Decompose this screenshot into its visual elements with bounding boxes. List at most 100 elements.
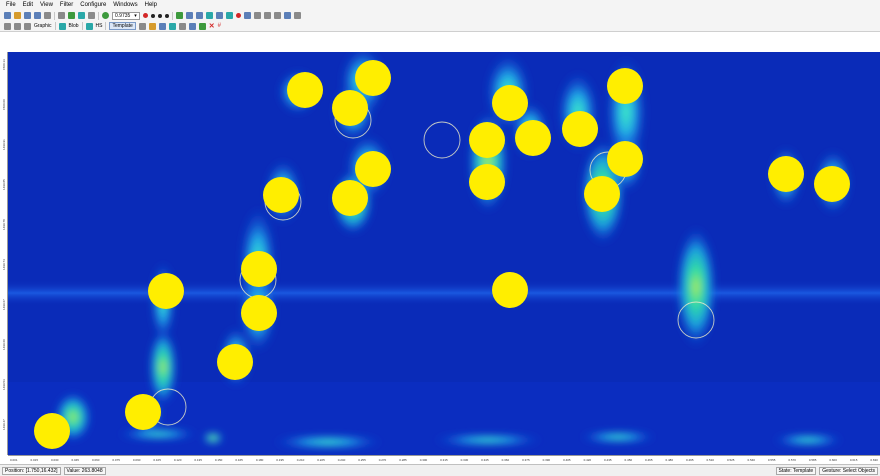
peak-marker[interactable] <box>469 122 505 158</box>
peak-marker[interactable] <box>607 68 643 104</box>
peak-marker[interactable] <box>332 90 368 126</box>
y-tick: 1499.74 <box>2 259 6 270</box>
x-tick: 0.001 <box>10 458 18 462</box>
polygon-icon[interactable] <box>138 22 146 30</box>
peak-marker[interactable] <box>355 60 391 96</box>
view-combo[interactable]: 0.9735 ▾ <box>112 11 140 20</box>
table-icon[interactable] <box>195 12 203 19</box>
contour-icon[interactable] <box>24 22 31 30</box>
sum-icon[interactable] <box>273 12 281 19</box>
peak-marker[interactable] <box>515 120 551 156</box>
import-icon[interactable] <box>225 12 233 19</box>
y-tick: 1499.91 <box>2 139 6 150</box>
link-icon[interactable] <box>178 22 186 30</box>
peak-marker[interactable] <box>34 413 70 449</box>
x-tick: 0.420 <box>583 458 592 462</box>
peak-marker[interactable] <box>469 164 505 200</box>
tools-icon[interactable] <box>293 12 301 19</box>
grid-icon[interactable] <box>185 12 193 19</box>
save-all-icon[interactable] <box>34 12 41 19</box>
magnifier-icon[interactable] <box>4 22 11 30</box>
y-axis: 1500.13 1500.00 1499.91 1499.85 1499.78 … <box>0 52 8 455</box>
paste-icon[interactable] <box>198 22 206 30</box>
copy-icon[interactable] <box>188 22 196 30</box>
open-icon[interactable] <box>14 12 21 19</box>
y-tick: 1499.47 <box>2 419 6 430</box>
text-tool-icon[interactable] <box>14 22 21 30</box>
peak-marker[interactable] <box>217 344 253 380</box>
peak-marker[interactable] <box>241 251 277 287</box>
template-button[interactable]: Template <box>109 22 136 30</box>
peak-marker[interactable] <box>287 72 323 108</box>
image-icon[interactable] <box>78 12 85 19</box>
menu-bar: File Edit View Filter Configure Windows … <box>0 0 880 10</box>
separator <box>54 11 55 20</box>
menu-windows[interactable]: Windows <box>113 2 138 8</box>
peak-marker[interactable] <box>768 156 804 192</box>
peak-marker[interactable] <box>607 141 643 177</box>
measure-icon[interactable] <box>158 22 166 30</box>
x-tick: 0.120 <box>173 458 182 462</box>
x-tick: 0.345 <box>481 458 489 462</box>
menu-edit[interactable]: Edit <box>22 2 34 8</box>
x-tick: 0.540 <box>747 458 755 462</box>
move-icon[interactable] <box>168 22 176 30</box>
menu-filter[interactable]: Filter <box>59 2 74 8</box>
annotate-icon[interactable] <box>148 22 156 30</box>
point-icon[interactable] <box>157 13 162 18</box>
peak-marker[interactable] <box>562 111 598 147</box>
x-tick: 0.165 <box>235 458 243 462</box>
x-axis: 0.001 0.015 0.030 0.045 0.060 0.075 0.090 0.105… <box>8 455 880 464</box>
color-wheel-icon[interactable] <box>102 12 109 19</box>
blob-button[interactable]: Blob <box>68 23 79 29</box>
function-icon[interactable] <box>263 12 271 19</box>
peak-marker[interactable] <box>125 394 161 430</box>
template-outline[interactable] <box>677 301 715 339</box>
point-icon[interactable] <box>150 13 155 18</box>
layers-icon[interactable] <box>205 12 213 19</box>
settings-icon[interactable] <box>243 12 251 19</box>
x-tick: 0.375 <box>522 458 530 462</box>
undo-icon[interactable] <box>58 12 65 19</box>
menu-configure[interactable]: Configure <box>80 2 107 8</box>
heatmap-canvas[interactable] <box>8 47 880 455</box>
template-outline[interactable] <box>423 121 461 159</box>
hs-button[interactable]: HS <box>95 23 103 29</box>
peak-marker[interactable] <box>814 166 850 202</box>
menu-view[interactable]: View <box>40 2 53 8</box>
y-tick: 1499.85 <box>2 179 6 190</box>
menu-help[interactable]: Help <box>144 2 157 8</box>
peak-marker[interactable] <box>241 295 277 331</box>
new-icon[interactable] <box>4 12 11 19</box>
stop-icon[interactable] <box>235 13 241 18</box>
edit-icon[interactable] <box>88 12 95 19</box>
grid-toggle-icon[interactable]: # <box>217 23 221 29</box>
point-icon[interactable] <box>164 13 169 18</box>
x-tick: 0.015 <box>30 458 38 462</box>
peak-marker[interactable] <box>148 273 184 309</box>
peak-marker[interactable] <box>263 177 299 213</box>
x-tick: 0.585 <box>808 458 817 462</box>
x-tick: 0.510 <box>706 458 714 462</box>
blob <box>118 428 198 440</box>
peak-marker[interactable] <box>332 180 368 216</box>
zoom-icon[interactable] <box>175 12 183 19</box>
chart-icon[interactable] <box>68 12 75 19</box>
refresh-icon[interactable] <box>253 12 261 19</box>
x-tick: 0.615 <box>849 458 858 462</box>
peak-marker[interactable] <box>584 176 620 212</box>
save-icon[interactable] <box>24 12 31 19</box>
separator <box>171 11 173 20</box>
print-icon[interactable] <box>44 12 51 19</box>
delete-icon[interactable]: ✕ <box>208 22 215 30</box>
record-icon[interactable] <box>142 13 148 18</box>
x-tick: 0.480 <box>665 458 674 462</box>
menu-file[interactable]: File <box>6 2 16 8</box>
x-tick: 0.360 <box>501 458 510 462</box>
peak-marker[interactable] <box>492 85 528 121</box>
info-icon[interactable] <box>283 12 291 19</box>
peak-marker[interactable] <box>492 272 528 308</box>
peak-marker[interactable] <box>355 151 391 187</box>
graphic-button[interactable]: Graphic <box>34 23 52 29</box>
export-icon[interactable] <box>215 12 223 19</box>
